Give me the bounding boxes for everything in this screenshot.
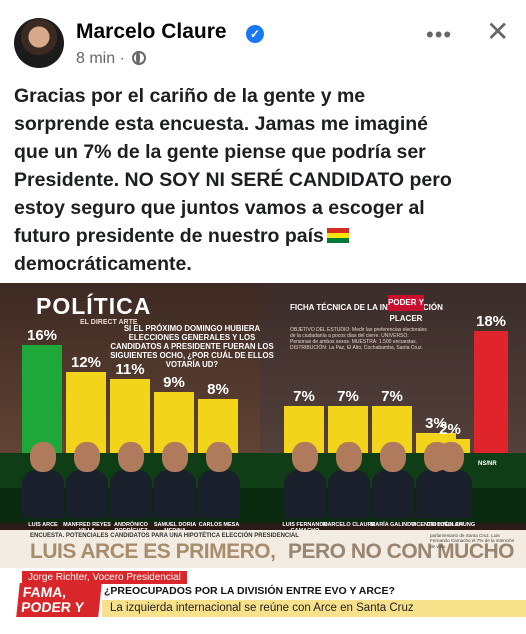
ticker-band xyxy=(102,600,526,617)
poll-bar xyxy=(110,379,150,453)
candidate-photo xyxy=(64,438,110,518)
candidate-body xyxy=(284,470,326,518)
poll-bar-label: 16% xyxy=(26,327,58,344)
candidate-photo xyxy=(282,438,328,518)
meta-separator: · xyxy=(119,50,130,67)
candidate-head xyxy=(74,442,100,472)
poll-bar-label: 7% xyxy=(381,388,403,405)
globe-icon xyxy=(132,51,147,65)
candidate-name: VICENTE CUÉLLAR xyxy=(411,522,463,528)
poll-bar-label: 9% xyxy=(163,374,185,391)
post-header: Marcelo Claure ✓ 8 min · ••• ✕ xyxy=(0,0,526,70)
post-text-line: democráticamente. xyxy=(14,253,192,275)
candidate-photo xyxy=(152,438,198,518)
bolivia-flag-icon xyxy=(326,228,349,243)
verified-badge-icon: ✓ xyxy=(246,25,264,43)
candidate-head xyxy=(380,442,406,472)
post-text-segment: futuro presidente de nuestro país xyxy=(14,225,324,247)
poder-badge: PODER Y PLACER xyxy=(388,295,424,323)
candidate-head xyxy=(30,442,56,472)
post-text: Gracias por el cariño de la gente y me s… xyxy=(14,82,514,278)
nsnr-label: NS/NR xyxy=(478,461,497,467)
candidate-name: MARÍA GALINDO xyxy=(370,522,416,528)
post-text-line: que un 7% de la gente piense que podría … xyxy=(14,141,426,163)
headline-left: LUIS ARCE ES PRIMERO, xyxy=(30,540,276,563)
candidate-photo xyxy=(108,438,154,518)
candidate-head xyxy=(162,442,188,472)
candidate-head xyxy=(118,442,144,472)
politica-logo: POLÍTICA xyxy=(36,293,152,319)
candidate-body xyxy=(110,470,152,518)
candidate-name: CHI HYUN CHUNG xyxy=(426,522,476,528)
candidate-head xyxy=(438,442,464,472)
poll-bar-label: 11% xyxy=(115,361,145,378)
candidate-body xyxy=(430,470,472,518)
encuesta-label: ENCUESTA. POTENCIALES CANDIDATOS PARA UN… xyxy=(30,533,299,539)
poll-bar-label: 3% xyxy=(425,415,447,432)
post-text-line: sorprende esta encuesta. Jamas me imagin… xyxy=(14,113,429,135)
candidate-body xyxy=(66,470,108,518)
candidate-photo xyxy=(428,438,474,518)
poll-bar-label: 8% xyxy=(207,381,229,398)
candidate-name: LUIS ARCE xyxy=(28,522,58,528)
politica-logo-sub: EL DIRECT ARTE xyxy=(80,319,138,326)
candidate-head xyxy=(292,442,318,472)
close-icon[interactable]: ✕ xyxy=(486,16,510,47)
candidate-head xyxy=(336,442,362,472)
candidate-body xyxy=(328,470,370,518)
poll-bar-label: 18% xyxy=(475,313,507,330)
article-columns: parlamentario de Santa Cruz. Luis Fernan… xyxy=(430,533,515,549)
candidate-body xyxy=(22,470,64,518)
ficha-body: OBJETIVO DEL ESTUDIO: Medir las preferen… xyxy=(290,327,427,351)
post-time[interactable]: 8 min xyxy=(76,50,116,67)
candidate-photo xyxy=(20,438,66,518)
presenter-tag: Jorge Richter, Vocero Presidencial xyxy=(22,571,187,584)
post-text-line: estoy seguro que juntos vamos a escoger … xyxy=(14,197,425,219)
post-text-line: futuro presidente de nuestro país xyxy=(14,222,514,250)
post-text-line: Gracias por el cariño de la gente y me xyxy=(14,85,366,107)
candidate-photo xyxy=(326,438,372,518)
poll-bar-label: 7% xyxy=(293,388,315,405)
candidate-body xyxy=(198,470,240,518)
poll-bar xyxy=(22,345,62,453)
show-logo: FAMA, PODER Y GANAS xyxy=(16,583,102,630)
poll-question: SI EL PRÓXIMO DOMINGO HUBIERA ELECCIONES… xyxy=(110,324,274,369)
candidate-name: MARCELO CLAURE xyxy=(322,522,376,528)
poll-bar xyxy=(66,372,106,453)
ticker-bottom xyxy=(0,622,526,634)
ficha-title: FICHA TÉCNICA DE LA INVESTIGACIÓN xyxy=(290,303,443,312)
candidate-head xyxy=(206,442,232,472)
poll-bar-label: 12% xyxy=(70,354,102,371)
more-options-icon[interactable]: ••• xyxy=(426,22,453,47)
candidate-body xyxy=(154,470,196,518)
avatar[interactable] xyxy=(14,18,64,68)
post-image[interactable]: POLÍTICA EL DIRECT ARTE SI EL PRÓXIMO DO… xyxy=(0,283,526,634)
poll-bar-label: 2% xyxy=(439,421,461,438)
poll-bar-label: 7% xyxy=(337,388,359,405)
candidate-name: CARLOS MESA xyxy=(198,522,240,528)
candidate-photo xyxy=(196,438,242,518)
post-text-line: Presidente. NO SOY NI SERÉ CANDIDATO per… xyxy=(14,169,452,191)
candidate-photo xyxy=(370,438,416,518)
poll-bar xyxy=(474,331,508,453)
candidate-body xyxy=(372,470,414,518)
ticker-text: La izquierda internacional se reúne con … xyxy=(110,602,414,614)
headline-right: PERO NO CON MUCHO xyxy=(288,540,515,563)
post-meta: 8 min · xyxy=(76,50,147,68)
author-name[interactable]: Marcelo Claure xyxy=(76,20,227,43)
ticker-question: ¿PREOCUPADOS POR LA DIVISIÓN ENTRE EVO Y… xyxy=(104,585,395,597)
